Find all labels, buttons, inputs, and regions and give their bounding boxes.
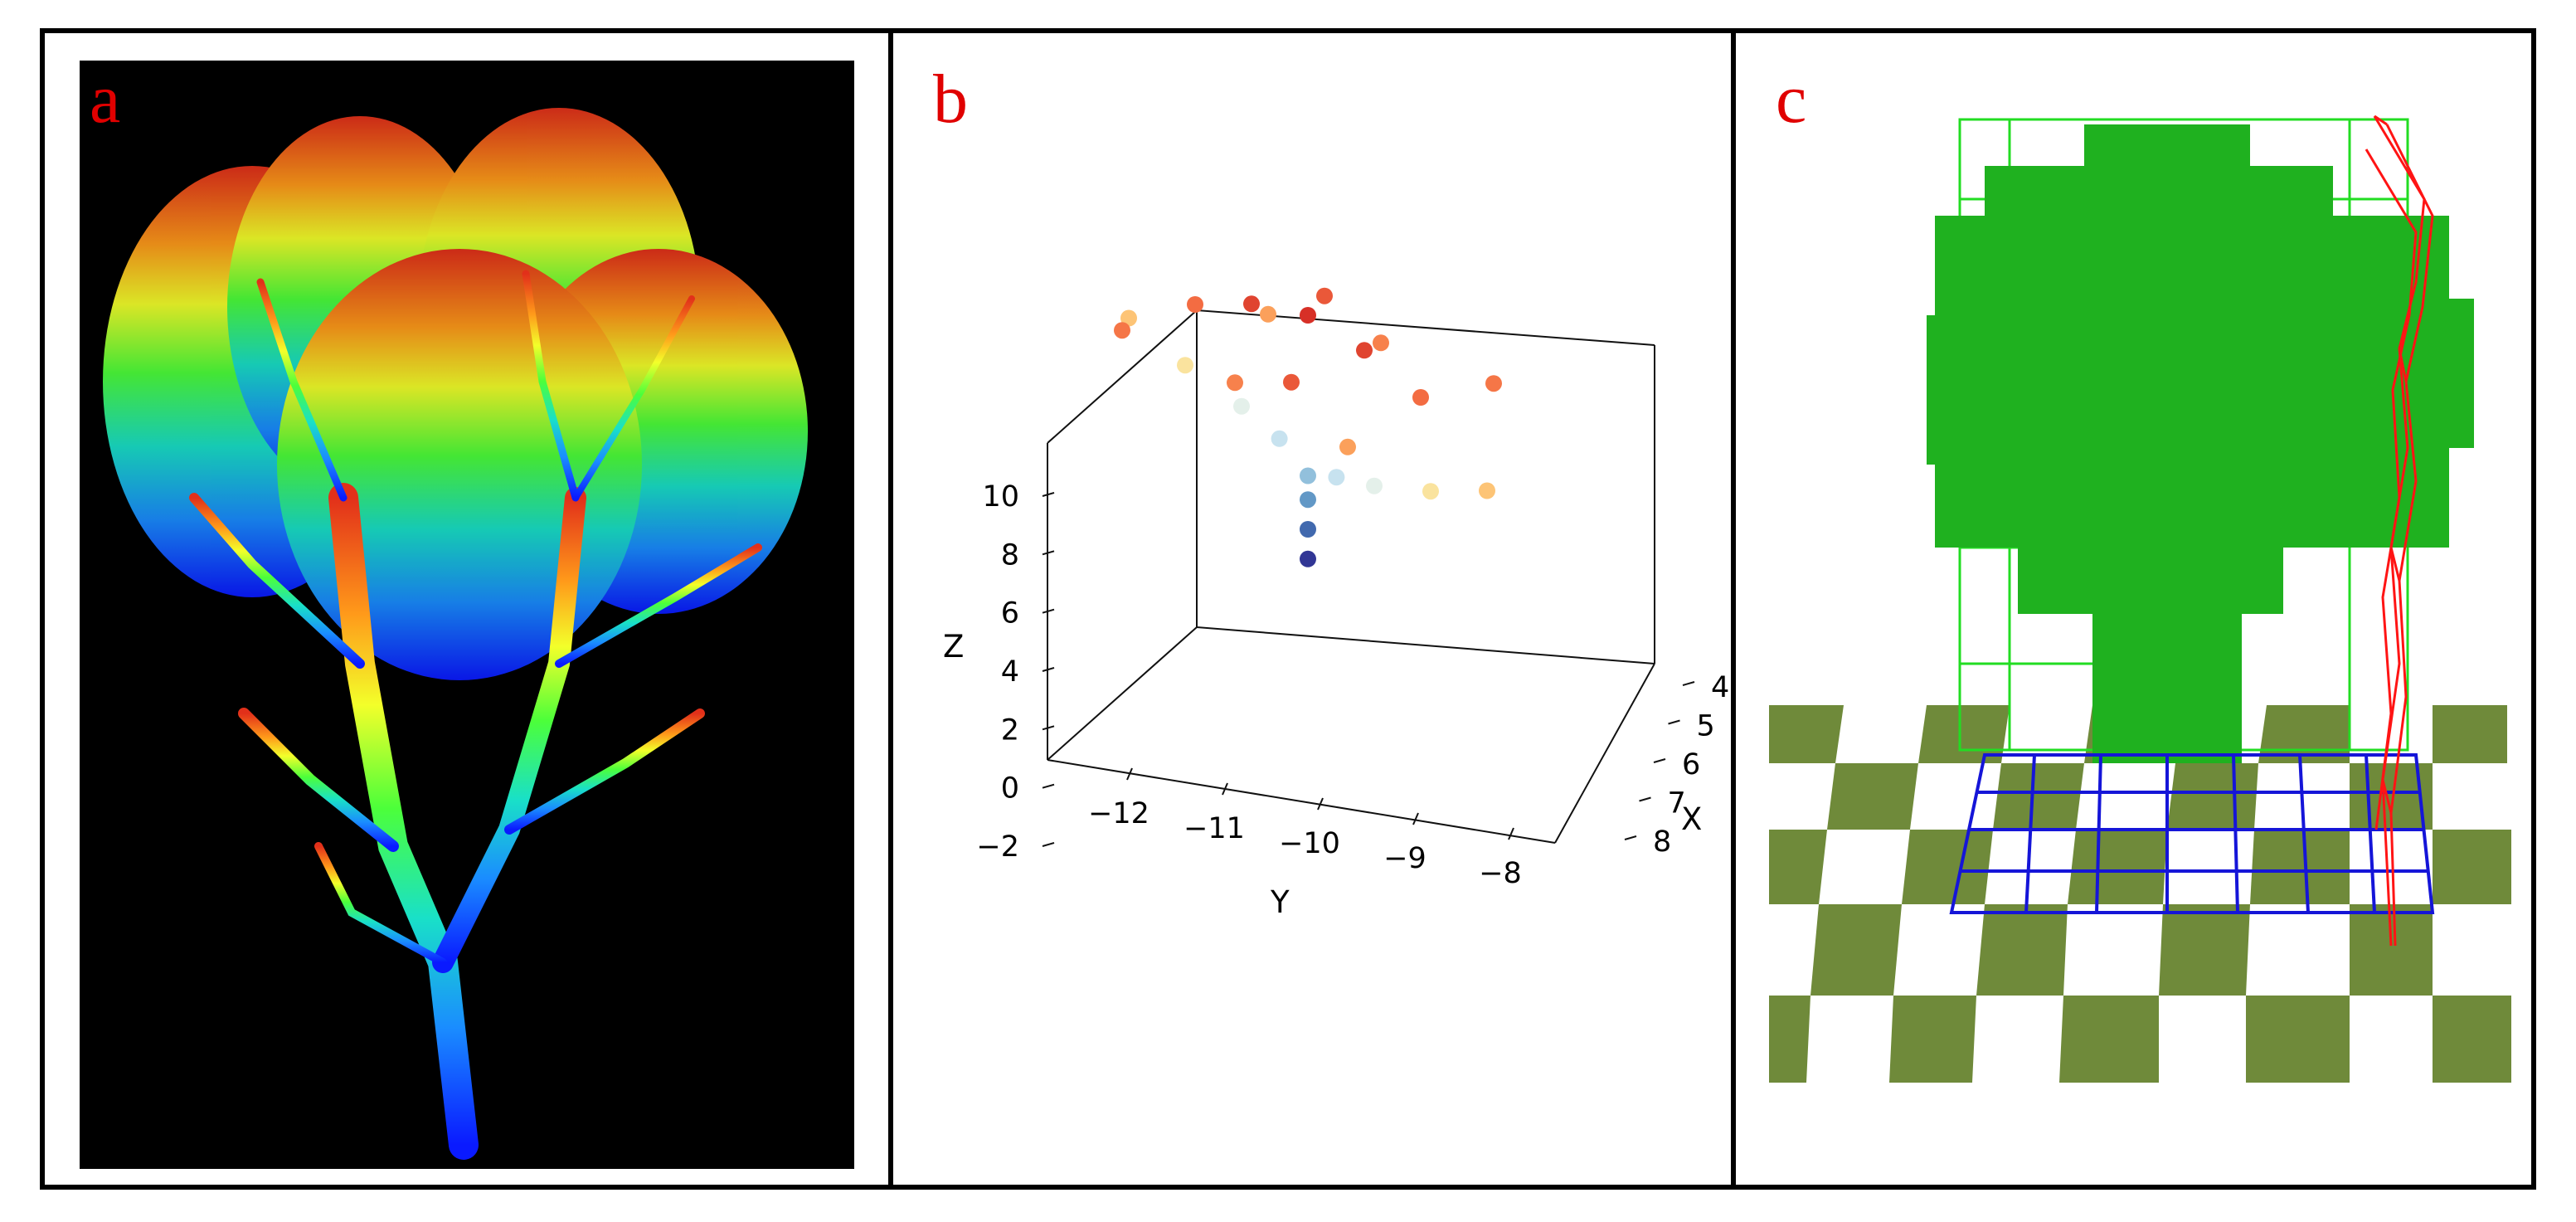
stem-wireframe	[2365, 114, 2434, 947]
z-tick-label: 8	[1001, 538, 1019, 572]
z-tick-mark	[1042, 608, 1055, 614]
root-wireframe	[1949, 753, 2435, 914]
z-tick-mark	[1042, 783, 1055, 789]
x-tick-label: 4	[1711, 671, 1729, 704]
scatter-point	[1328, 469, 1345, 486]
x-tick-mark	[1639, 796, 1651, 802]
scatter-point	[1187, 296, 1203, 313]
panel-label-c: c	[1776, 61, 1807, 138]
scatter-point	[1356, 342, 1373, 359]
scatter-point	[1300, 467, 1316, 484]
y-tick-mark	[1126, 767, 1133, 781]
scatter-point	[1260, 305, 1276, 323]
z-tick-mark	[1042, 550, 1055, 556]
scatter-point	[1300, 550, 1316, 567]
figure-frame: a −2 0 2 4 6 8 10 −12 −11 −10 −9 −8 4 5 6 7 8 Z Y X b	[40, 28, 2536, 1190]
panel-a: a	[45, 33, 888, 1185]
crown-voxels	[1927, 124, 2474, 763]
y-axis-label: Y	[1270, 884, 1290, 920]
scatter-point	[1300, 491, 1316, 509]
z-tick-label: 6	[1001, 597, 1019, 630]
z-tick-label: 2	[1001, 713, 1019, 747]
x-axis-label: X	[1681, 801, 1702, 837]
scatter-point	[1283, 373, 1300, 391]
y-tick-label: −10	[1279, 827, 1340, 860]
scatter-point	[1233, 397, 1250, 415]
point-cloud-tree-image	[80, 61, 854, 1169]
z-tick-label: 10	[982, 480, 1019, 514]
y-tick-label: −8	[1479, 857, 1522, 890]
scatter-point	[1177, 357, 1193, 374]
y-tick-mark	[1222, 782, 1228, 796]
scatter-point	[1243, 295, 1260, 313]
scatter-point	[1373, 334, 1389, 352]
scatter-point	[1412, 389, 1429, 406]
scatter-point	[1485, 375, 1502, 392]
scatter-point	[1366, 477, 1383, 494]
x-tick-label: 6	[1682, 748, 1700, 781]
scatter-point	[1316, 287, 1333, 304]
scatter-point	[1120, 309, 1137, 327]
z-axis-label: Z	[943, 629, 964, 665]
scatter-point	[1227, 374, 1243, 392]
z-tick-mark	[1042, 667, 1055, 672]
voxel-tree-render	[1761, 114, 2515, 1087]
panel-label-a: a	[90, 61, 121, 138]
scatter-point	[1271, 430, 1288, 447]
z-tick-mark	[1042, 842, 1055, 847]
panel-c: c	[1731, 33, 2531, 1185]
scatter-3d-chart: −2 0 2 4 6 8 10 −12 −11 −10 −9 −8 4 5 6 7 8 Z Y X	[943, 287, 1729, 920]
scatter-point	[1422, 483, 1439, 500]
z-tick-mark	[1042, 725, 1055, 731]
scatter-point	[1339, 438, 1356, 455]
z-tick-mark	[1042, 492, 1055, 497]
y-tick-label: −11	[1184, 812, 1245, 845]
axes-box	[1047, 309, 1655, 844]
y-tick-label: −12	[1088, 797, 1149, 830]
y-tick-mark	[1412, 812, 1419, 825]
scatter-point	[1300, 307, 1316, 324]
x-tick-mark	[1624, 835, 1637, 840]
x-tick-label: 5	[1697, 710, 1715, 743]
scatter-point	[1114, 322, 1130, 339]
panel-b: −2 0 2 4 6 8 10 −12 −11 −10 −9 −8 4 5 6 7 8 Z Y X b	[888, 33, 1731, 1185]
z-tick-label: 4	[1001, 655, 1019, 689]
x-tick-label: 8	[1653, 825, 1671, 859]
scatter-point	[1300, 521, 1316, 538]
y-tick-mark	[1508, 827, 1514, 840]
checkerboard-ground	[1761, 697, 2515, 1087]
x-tick-mark	[1682, 681, 1695, 686]
y-tick-label: −9	[1383, 842, 1427, 875]
panel-label-b: b	[933, 61, 968, 138]
z-tick-label: 0	[1001, 772, 1019, 806]
scatter-point	[1479, 482, 1495, 499]
z-tick-label: −2	[976, 830, 1019, 864]
x-tick-label: 7	[1668, 787, 1686, 820]
x-tick-mark	[1668, 719, 1680, 725]
y-tick-mark	[1317, 797, 1324, 811]
x-tick-mark	[1653, 758, 1666, 763]
